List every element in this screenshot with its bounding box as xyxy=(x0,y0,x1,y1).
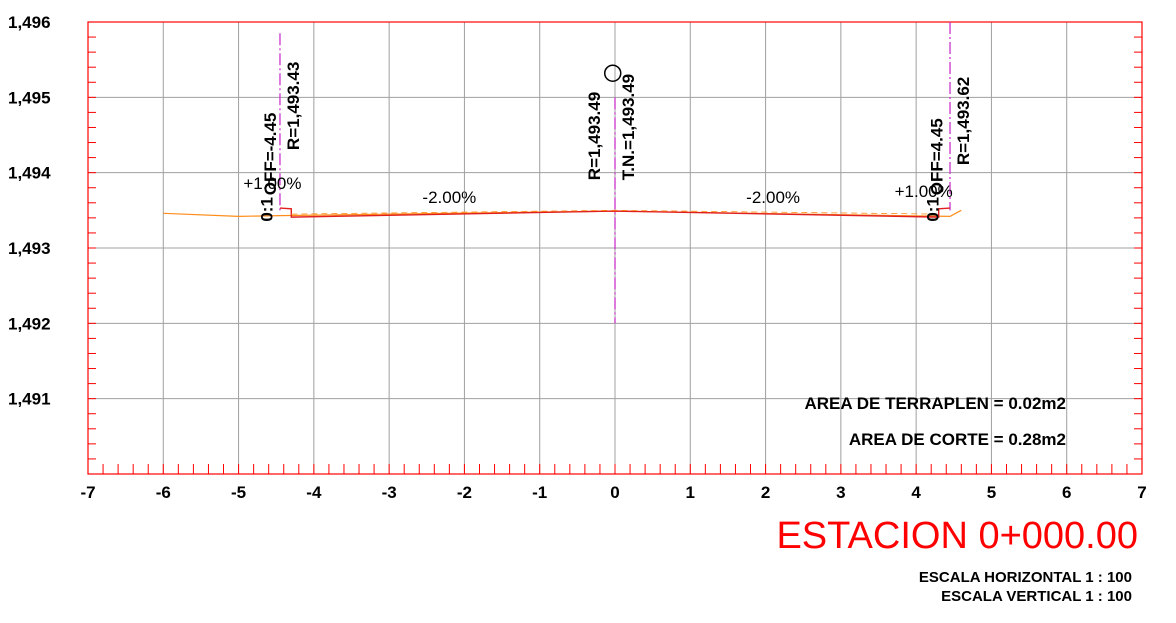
x-axis-labels: -7 -6 -5 -4 -3 -2 -1 0 1 2 3 4 5 6 7 xyxy=(80,483,1146,502)
x-tick-label: -7 xyxy=(80,483,95,502)
vertical-label: 0:1 xyxy=(924,197,943,222)
x-tick-label: 1 xyxy=(686,483,695,502)
subgrade-line xyxy=(291,209,939,215)
x-tick-label: -1 xyxy=(532,483,547,502)
slope-label: +1.00% xyxy=(243,174,301,193)
vertical-label: R=1,493.62 xyxy=(954,77,973,165)
area-label: AREA DE TERRAPLEN = 0.02m2 xyxy=(804,394,1066,413)
x-tick-label: 6 xyxy=(1062,483,1071,502)
slope-label: -2.00% xyxy=(422,188,476,207)
x-tick-label: 0 xyxy=(610,483,619,502)
vertical-label: R=1,493.43 xyxy=(284,62,303,150)
y-tick-label: 1,492 xyxy=(8,314,51,333)
terrain-line xyxy=(163,209,962,218)
area-label: AREA DE CORTE = 0.28m2 xyxy=(849,430,1066,449)
y-tick-label: 1,496 xyxy=(8,13,51,32)
area-labels: AREA DE TERRAPLEN = 0.02m2 AREA DE CORTE … xyxy=(804,394,1066,449)
x-tick-label: -4 xyxy=(306,483,322,502)
y-tick-label: 1,493 xyxy=(8,239,51,258)
station-title: ESTACION 0+000.00 xyxy=(776,515,1138,557)
vertical-label: OFF=-4.45 xyxy=(261,113,280,196)
vertical-label: OFF=4.45 xyxy=(927,118,946,195)
x-tick-label: -3 xyxy=(382,483,397,502)
slope-label: -2.00% xyxy=(746,188,800,207)
x-tick-label: -6 xyxy=(156,483,171,502)
x-tick-label: -2 xyxy=(457,483,472,502)
tick-marks xyxy=(87,21,1143,475)
vertical-label: 0:1 xyxy=(257,197,276,222)
x-tick-label: 5 xyxy=(987,483,996,502)
y-axis-labels: 1,491 1,492 1,493 1,494 1,495 1,496 xyxy=(8,13,51,409)
x-tick-label: 2 xyxy=(761,483,770,502)
y-tick-label: 1,491 xyxy=(8,390,51,409)
annotations: -2.00% -2.00%+1.00% +1.00%OFF=-4.450:1R=1,… xyxy=(243,62,972,222)
y-tick-label: 1,495 xyxy=(8,88,51,107)
scale-horizontal: ESCALA HORIZONTAL 1 : 100 xyxy=(919,569,1132,586)
x-tick-label: -5 xyxy=(231,483,246,502)
design-line xyxy=(279,207,951,218)
vertical-label: R=1,493.49 xyxy=(585,92,604,180)
vertical-label: T.N.=1,493.49 xyxy=(619,74,638,180)
x-tick-label: 3 xyxy=(836,483,845,502)
y-tick-label: 1,494 xyxy=(8,164,51,183)
x-tick-label: 7 xyxy=(1137,483,1146,502)
centerline-marker xyxy=(603,64,622,82)
scale-vertical: ESCALA VERTICAL 1 : 100 xyxy=(941,588,1132,605)
profile-lines xyxy=(163,64,962,218)
offset-lines xyxy=(279,22,951,324)
slope-label: +1.00% xyxy=(895,182,953,201)
x-tick-label: 4 xyxy=(911,483,921,502)
